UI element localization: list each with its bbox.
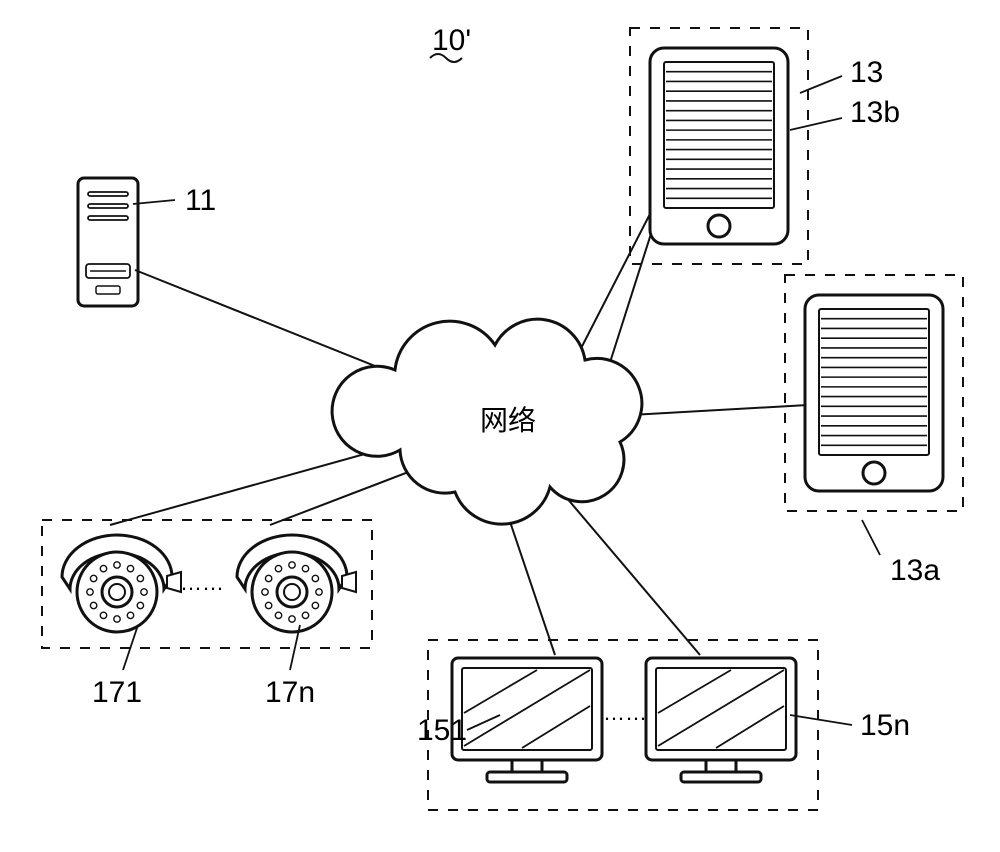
tablet-device-13 [630,28,808,264]
label-15n: 15n [860,709,910,742]
label-11: 11 [185,184,216,217]
tablet-device-13a [785,275,963,511]
svg-text:……: …… [603,700,647,725]
monitor-icon-right [646,658,796,782]
cloud-label: 网络 [480,405,536,436]
label-13a: 13a [890,554,940,587]
figure-id-label: 10' [432,24,471,57]
svg-text:……: …… [180,570,224,595]
label-13: 13 [850,56,883,89]
camera-icon-right [237,535,356,632]
monitor-icon-left [452,658,602,782]
label-13b: 13b [850,96,900,129]
label-17n: 17n [265,676,315,709]
label-171: 171 [92,676,142,709]
camera-icon-left [62,535,181,632]
label-151: 151 [417,714,467,747]
server-icon [78,178,138,306]
